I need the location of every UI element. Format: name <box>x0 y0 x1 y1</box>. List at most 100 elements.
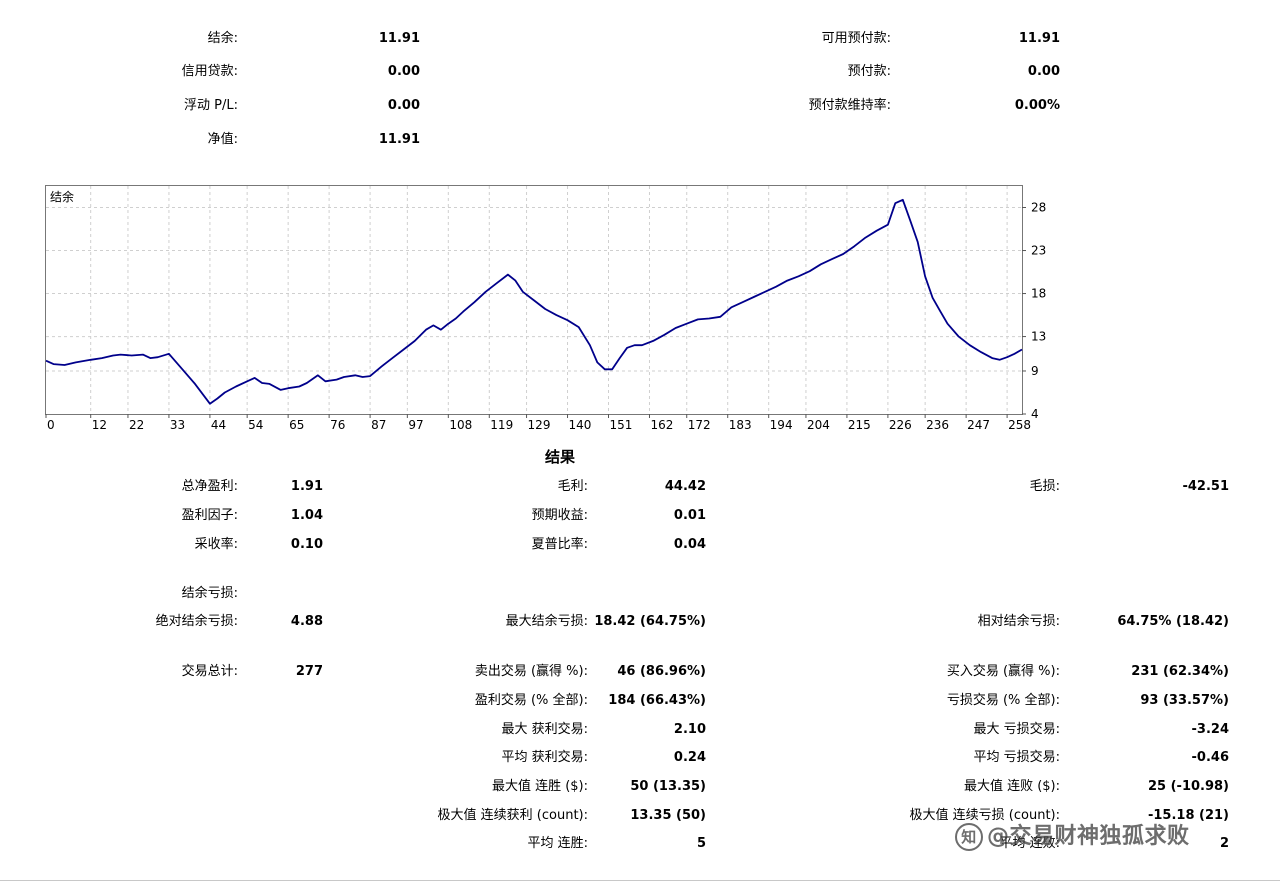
x-tick-label: 162 <box>650 418 673 432</box>
avg-consec-losses-value: 2 <box>1219 836 1229 851</box>
profit-trades-label: 盈利交易 (% 全部): <box>474 693 588 708</box>
credit-value: 0.00 <box>387 64 420 79</box>
margin-level-label: 预付款维持率: <box>808 98 891 113</box>
profit-trades-value: 184 (66.43%) <box>608 693 706 708</box>
avg-loss-value: -0.46 <box>1191 750 1229 765</box>
maximal-consec-profit-label: 极大值 连续获利 (count): <box>437 808 588 823</box>
equity-value: 11.91 <box>378 132 420 147</box>
largest-profit-label: 最大 获利交易: <box>501 722 588 737</box>
maximal-consec-profit-value: 13.35 (50) <box>630 808 706 823</box>
avg-profit-label: 平均 获利交易: <box>501 750 588 765</box>
x-tick-label: 172 <box>688 418 711 432</box>
loss-trades-label: 亏损交易 (% 全部): <box>946 693 1060 708</box>
x-tick-label: 151 <box>610 418 633 432</box>
short-trades-value: 46 (86.96%) <box>617 664 706 679</box>
max-consec-wins-value: 50 (13.35) <box>630 779 706 794</box>
x-tick-label: 108 <box>449 418 472 432</box>
avg-consec-wins-label: 平均 连胜: <box>527 836 588 851</box>
net-profit-value: 1.91 <box>290 479 323 494</box>
sharpe-ratio-value: 0.04 <box>673 537 706 552</box>
x-tick-label: 194 <box>770 418 793 432</box>
recovery-factor-value: 0.10 <box>290 537 323 552</box>
total-trades-label: 交易总计: <box>181 664 238 679</box>
balance-label: 结余: <box>207 31 238 46</box>
x-tick-label: 12 <box>92 418 107 432</box>
avg-loss-label: 平均 亏损交易: <box>973 750 1060 765</box>
abs-drawdown-value: 4.88 <box>290 614 323 629</box>
largest-loss-label: 最大 亏损交易: <box>973 722 1060 737</box>
avg-consec-losses-label: 平均 连败: <box>999 836 1060 851</box>
x-tick-label: 204 <box>807 418 830 432</box>
chart-title: 结余 <box>50 189 74 204</box>
balance-chart-svg: 0 12 22 33 44 54 65 76 87 97 108 119 129 140 151 162 172… <box>45 186 1046 432</box>
bottom-divider <box>0 880 1280 881</box>
x-tick-label: 226 <box>889 418 912 432</box>
balance-value: 11.91 <box>378 31 420 46</box>
avg-profit-value: 0.24 <box>673 750 706 765</box>
sharpe-ratio-label: 夏普比率: <box>531 537 588 552</box>
x-tick-label: 97 <box>408 418 423 432</box>
long-trades-value: 231 (62.34%) <box>1131 664 1229 679</box>
margin-level-value: 0.00% <box>1014 98 1060 113</box>
x-tick-label: 129 <box>528 418 551 432</box>
x-tick-label: 140 <box>569 418 592 432</box>
x-tick-label: 65 <box>289 418 304 432</box>
profit-factor-label: 盈利因子: <box>181 508 238 523</box>
results-title: 结果 <box>544 448 575 466</box>
profit-factor-value: 1.04 <box>290 508 323 523</box>
long-trades-label: 买入交易 (赢得 %): <box>946 664 1060 679</box>
floating-pl-value: 0.00 <box>387 98 420 113</box>
rel-drawdown-value: 64.75% (18.42) <box>1117 614 1229 629</box>
avg-consec-wins-value: 5 <box>696 836 706 851</box>
balance-line <box>45 198 1023 405</box>
x-tick-label: 247 <box>967 418 990 432</box>
x-tick-label: 183 <box>729 418 752 432</box>
gross-loss-label: 毛损: <box>1029 479 1060 494</box>
x-tick-label: 76 <box>330 418 345 432</box>
x-tick-label: 236 <box>926 418 949 432</box>
gross-loss-value: -42.51 <box>1182 479 1229 494</box>
x-tick-label: 87 <box>371 418 386 432</box>
free-margin-value: 11.91 <box>1018 31 1060 46</box>
gross-profit-label: 毛利: <box>557 479 588 494</box>
watermark-text: @交易财神独孤求败 <box>987 824 1190 849</box>
x-tick-label: 215 <box>848 418 871 432</box>
largest-profit-value: 2.10 <box>673 722 706 737</box>
maximal-consec-loss-label: 极大值 连续亏损 (count): <box>909 808 1060 823</box>
x-tick-label: 44 <box>211 418 226 432</box>
credit-label: 信用贷款: <box>181 64 238 79</box>
x-tick-label: 258 <box>1008 418 1031 432</box>
y-tick-label: 18 <box>1031 287 1046 301</box>
abs-drawdown-label: 绝对结余亏损: <box>155 614 238 629</box>
margin-label: 预付款: <box>847 64 891 79</box>
total-trades-value: 277 <box>295 664 323 679</box>
y-tick-label: 23 <box>1031 244 1046 258</box>
max-drawdown-value: 18.42 (64.75%) <box>594 614 706 629</box>
rel-drawdown-label: 相对结余亏损: <box>977 614 1060 629</box>
net-profit-label: 总净盈利: <box>181 479 238 494</box>
y-tick-label: 9 <box>1031 364 1039 378</box>
expected-payoff-value: 0.01 <box>673 508 706 523</box>
max-consec-losses-label: 最大值 连败 ($): <box>963 779 1060 794</box>
max-consec-wins-label: 最大值 连胜 ($): <box>491 779 588 794</box>
watermark: 知 @交易财神独孤求败 <box>955 818 1190 851</box>
margin-value: 0.00 <box>1027 64 1060 79</box>
short-trades-label: 卖出交易 (赢得 %): <box>474 664 588 679</box>
free-margin-label: 可用预付款: <box>821 31 891 46</box>
x-tick-label: 22 <box>129 418 144 432</box>
x-tick-label: 54 <box>248 418 263 432</box>
largest-loss-value: -3.24 <box>1191 722 1229 737</box>
zhihu-logo-icon: 知 <box>955 823 983 851</box>
floating-pl-label: 浮动 P/L: <box>184 98 238 113</box>
balance-drawdown-label: 结余亏损: <box>181 586 238 601</box>
equity-label: 净值: <box>207 132 238 147</box>
gross-profit-value: 44.42 <box>664 479 706 494</box>
loss-trades-value: 93 (33.57%) <box>1140 693 1229 708</box>
expected-payoff-label: 预期收益: <box>531 508 588 523</box>
y-tick-label: 13 <box>1031 330 1046 344</box>
recovery-factor-label: 采收率: <box>194 537 238 552</box>
x-tick-label: 0 <box>47 418 55 432</box>
maximal-consec-loss-value: -15.18 (21) <box>1147 808 1229 823</box>
x-tick-label: 119 <box>490 418 513 432</box>
x-tick-label: 33 <box>170 418 185 432</box>
